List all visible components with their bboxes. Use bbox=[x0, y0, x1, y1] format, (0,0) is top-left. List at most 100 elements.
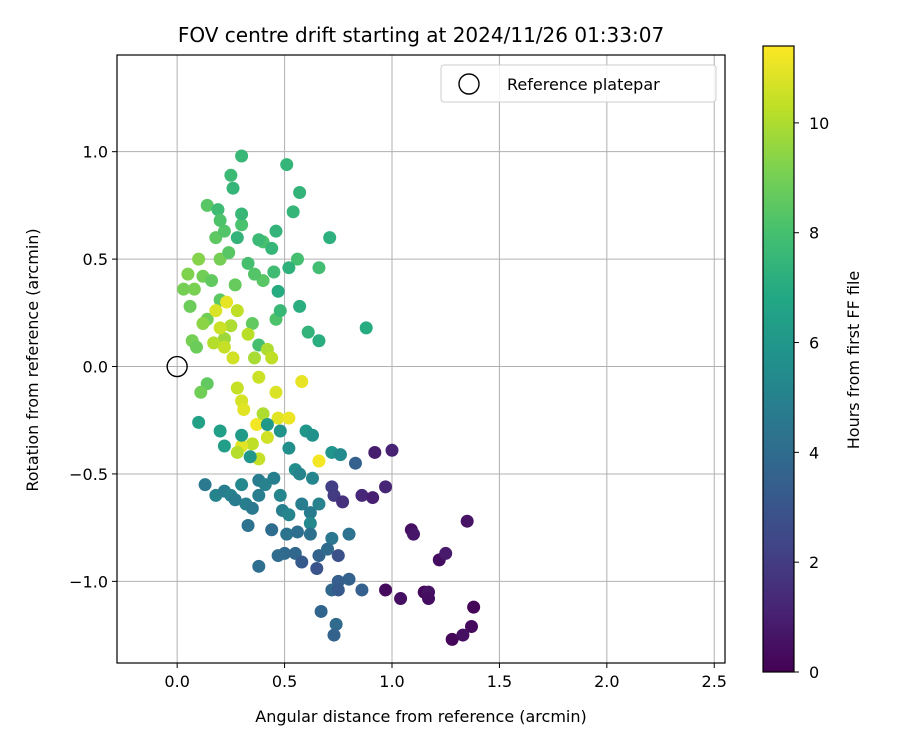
data-point bbox=[273, 424, 287, 438]
y-tick-label: 1.0 bbox=[83, 143, 108, 162]
data-point bbox=[303, 506, 317, 520]
data-point bbox=[348, 456, 362, 470]
data-point bbox=[460, 514, 474, 528]
data-point bbox=[217, 340, 231, 354]
data-point bbox=[323, 231, 337, 245]
data-point bbox=[198, 478, 212, 492]
data-point bbox=[192, 252, 206, 266]
y-axis-label: Rotation from reference (arcmin) bbox=[23, 228, 42, 491]
data-point bbox=[241, 327, 255, 341]
data-point bbox=[379, 480, 393, 494]
data-point bbox=[321, 542, 335, 556]
data-point bbox=[207, 336, 221, 350]
colorbar-tick-label: 2 bbox=[809, 553, 819, 572]
data-point bbox=[467, 600, 481, 614]
data-point bbox=[312, 261, 326, 275]
data-point bbox=[196, 317, 210, 331]
data-point bbox=[243, 450, 257, 464]
data-point bbox=[464, 619, 478, 633]
data-point bbox=[256, 407, 270, 421]
x-tick-label: 0.0 bbox=[164, 672, 189, 691]
data-point bbox=[282, 411, 296, 425]
data-point bbox=[237, 402, 251, 416]
data-point bbox=[217, 224, 231, 238]
data-point bbox=[235, 149, 249, 163]
legend-label: Reference platepar bbox=[507, 75, 660, 94]
data-point bbox=[394, 592, 408, 606]
data-point bbox=[331, 549, 345, 563]
data-point bbox=[269, 385, 283, 399]
legend-marker-icon bbox=[458, 73, 480, 95]
data-point bbox=[282, 508, 296, 522]
data-point bbox=[222, 246, 236, 260]
data-point bbox=[303, 516, 317, 530]
data-point bbox=[293, 299, 307, 313]
data-point bbox=[265, 241, 279, 255]
x-tick-label: 1.5 bbox=[487, 672, 512, 691]
data-point bbox=[295, 375, 309, 389]
x-axis-ticks: 0.0 0.5 1.0 1.5 2.0 2.5 bbox=[164, 663, 727, 691]
colorbar-tick-label: 4 bbox=[809, 443, 819, 462]
data-point bbox=[310, 561, 324, 575]
data-point bbox=[271, 411, 285, 425]
data-point bbox=[230, 445, 244, 459]
x-tick-label: 2.5 bbox=[702, 672, 727, 691]
colorbar-ticks: 0 2 4 6 8 10 bbox=[794, 114, 829, 682]
data-point bbox=[205, 274, 219, 288]
data-point bbox=[258, 478, 272, 492]
data-point bbox=[252, 233, 266, 247]
data-point bbox=[286, 205, 300, 219]
legend: Reference platepar bbox=[440, 64, 717, 103]
data-point bbox=[226, 351, 240, 365]
x-tick-label: 1.0 bbox=[379, 672, 404, 691]
data-point bbox=[325, 531, 339, 545]
data-point bbox=[273, 304, 287, 318]
data-point bbox=[194, 385, 208, 399]
data-point bbox=[295, 497, 309, 511]
plot-frame bbox=[116, 54, 726, 664]
data-point bbox=[327, 628, 341, 642]
data-point bbox=[456, 628, 470, 642]
data-point bbox=[235, 478, 249, 492]
data-point bbox=[342, 527, 356, 541]
data-point bbox=[230, 231, 244, 245]
data-point bbox=[230, 304, 244, 318]
data-point bbox=[282, 261, 296, 275]
data-point bbox=[181, 267, 195, 281]
data-point bbox=[224, 319, 238, 333]
data-point bbox=[228, 278, 242, 292]
data-point bbox=[245, 437, 259, 451]
data-point bbox=[355, 583, 369, 597]
data-point bbox=[329, 617, 343, 631]
data-point bbox=[273, 488, 287, 502]
colorbar: 0 2 4 6 8 10 Hours from first FF file bbox=[762, 45, 863, 682]
data-point bbox=[422, 592, 436, 606]
data-point bbox=[331, 583, 345, 597]
data-point bbox=[247, 267, 261, 281]
data-point bbox=[192, 415, 206, 429]
data-point bbox=[303, 527, 317, 541]
data-point bbox=[293, 185, 307, 199]
data-point bbox=[228, 493, 242, 507]
colorbar-label: Hours from first FF file bbox=[844, 271, 863, 450]
data-point bbox=[333, 448, 347, 462]
reference-platepar-marker bbox=[166, 355, 188, 378]
data-point bbox=[252, 488, 266, 502]
data-point bbox=[187, 282, 201, 296]
data-point bbox=[306, 471, 320, 485]
data-point bbox=[282, 441, 296, 455]
data-point bbox=[213, 424, 227, 438]
data-point bbox=[241, 256, 255, 270]
data-point bbox=[235, 207, 249, 221]
data-point bbox=[230, 381, 244, 395]
data-point bbox=[260, 430, 274, 444]
data-point bbox=[265, 351, 279, 365]
data-point bbox=[183, 299, 197, 313]
data-point bbox=[306, 428, 320, 442]
data-point bbox=[245, 317, 259, 331]
data-point bbox=[271, 284, 285, 298]
data-point bbox=[226, 181, 240, 195]
y-tick-label: −1.0 bbox=[69, 572, 108, 591]
colorbar-tick-label: 8 bbox=[809, 224, 819, 243]
data-point bbox=[312, 497, 326, 511]
